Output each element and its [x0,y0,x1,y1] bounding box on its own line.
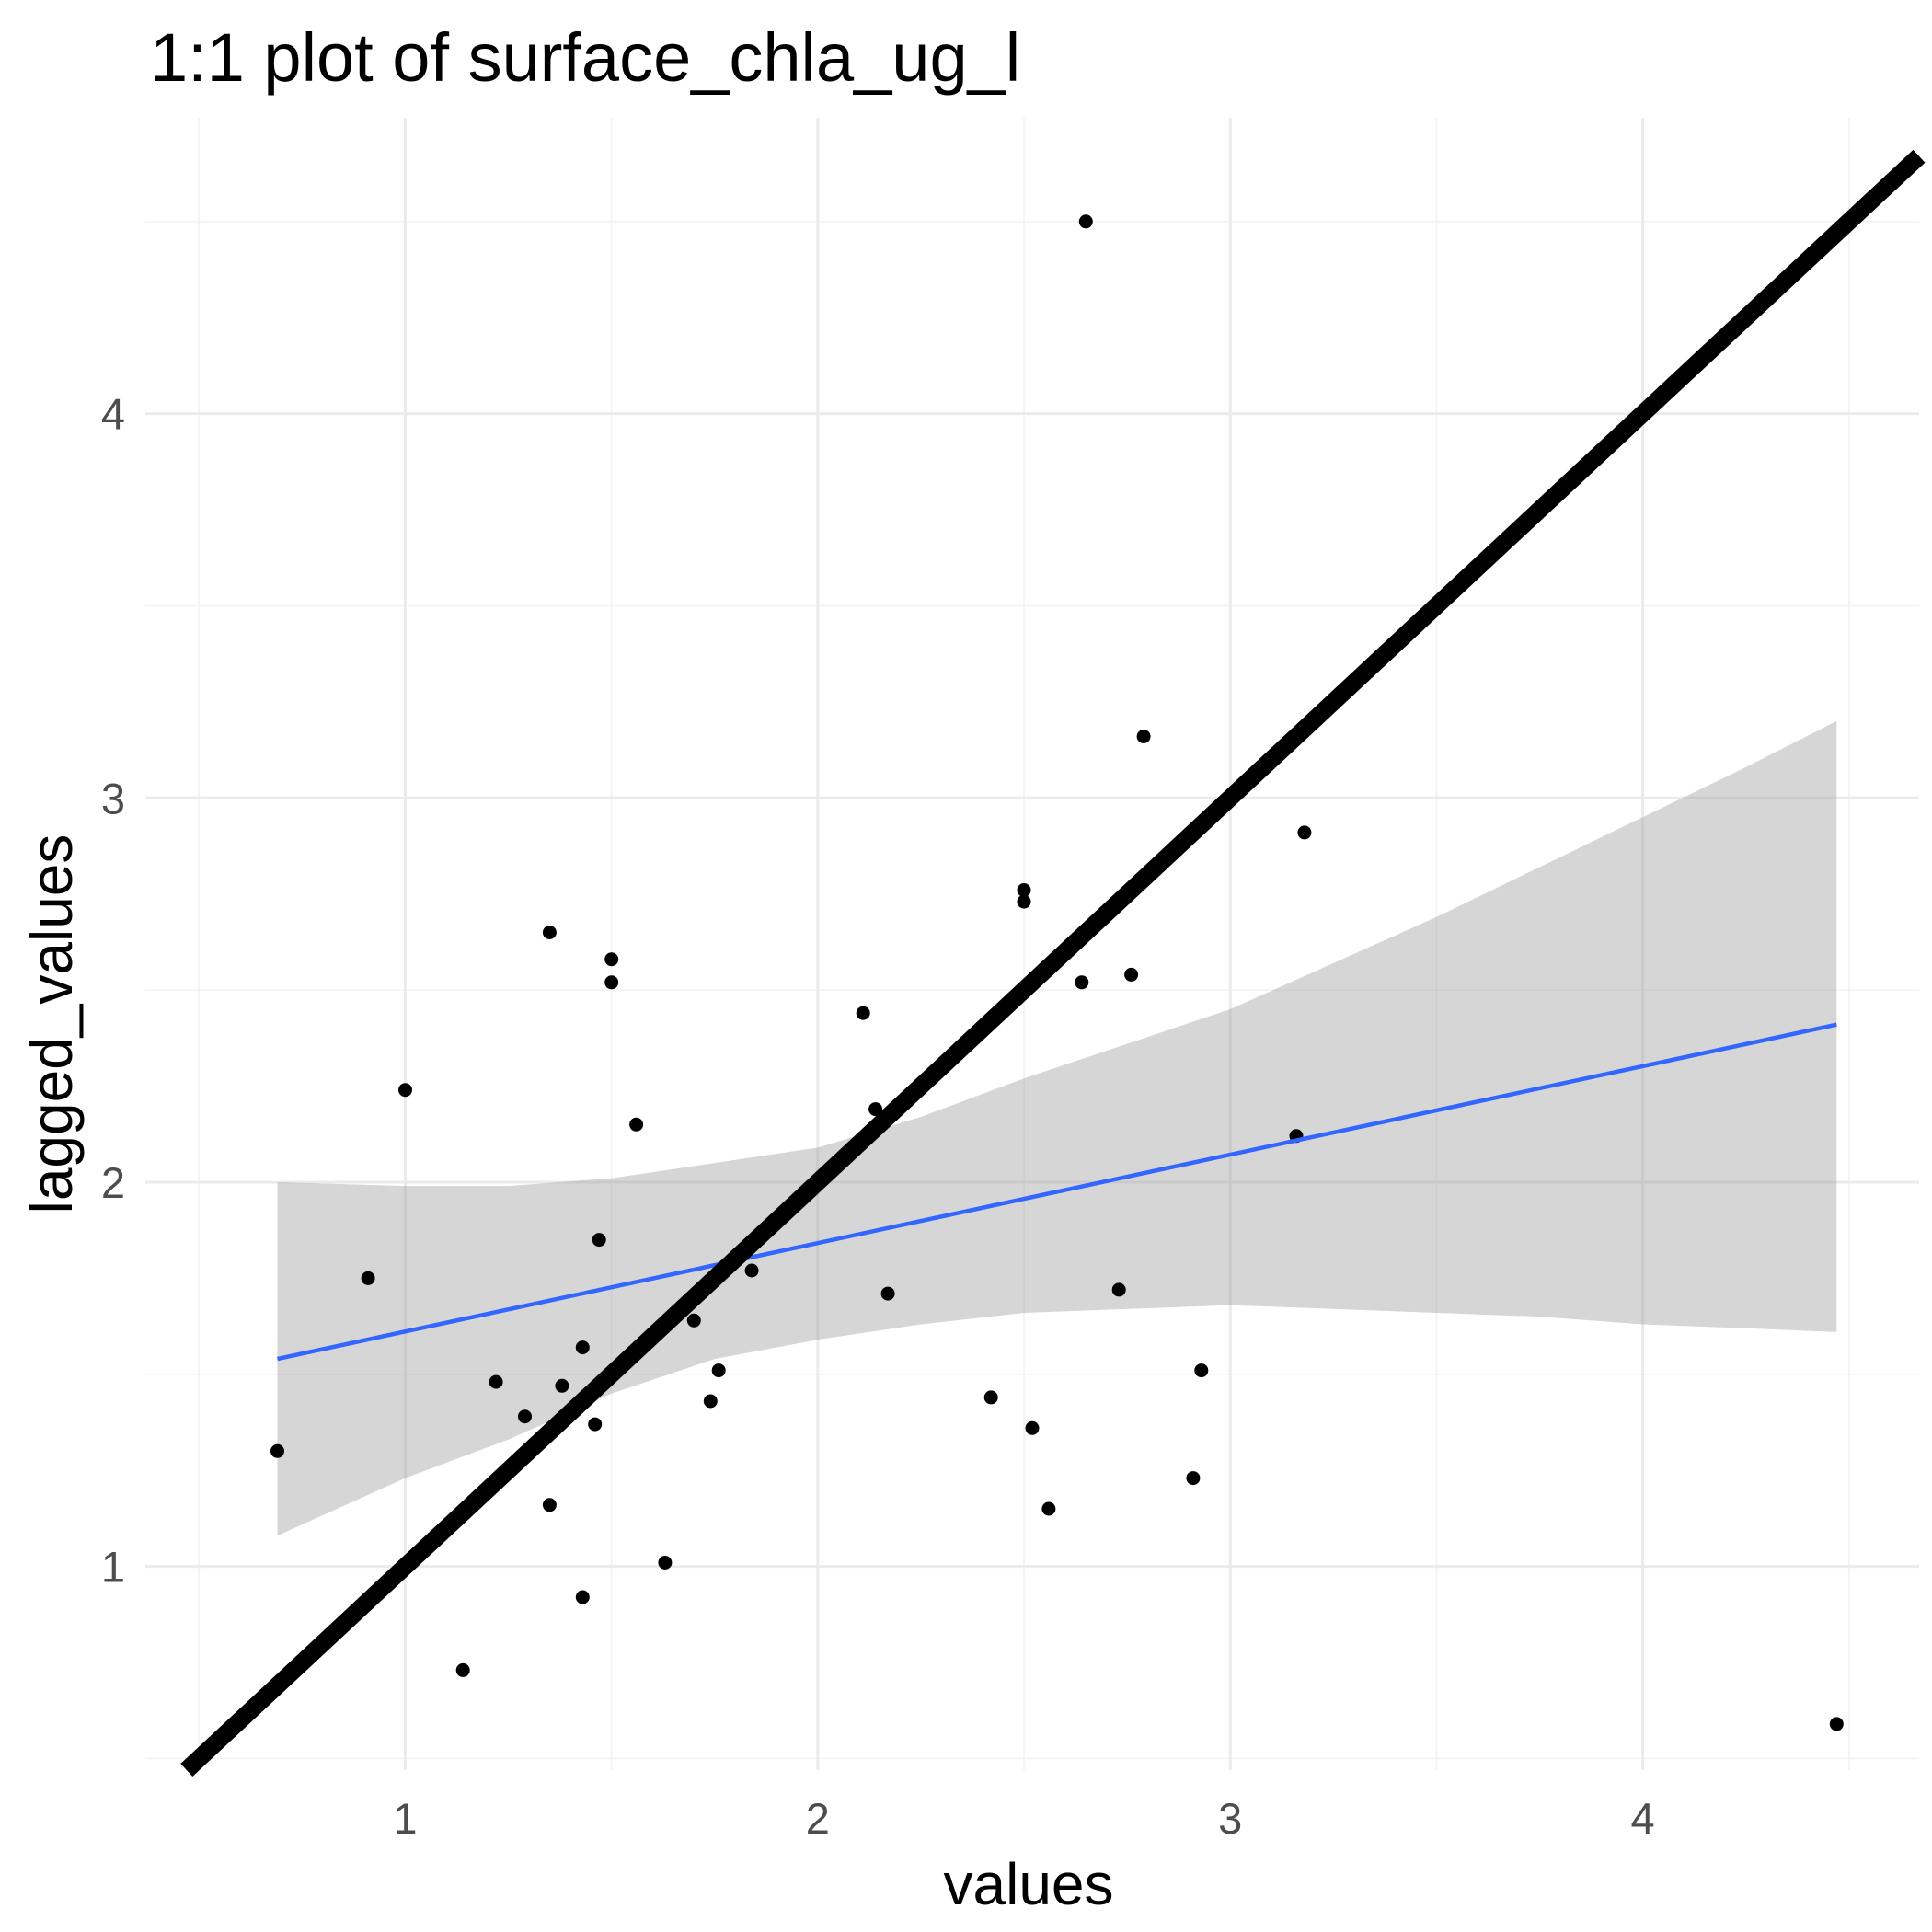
data-point [1075,975,1089,990]
data-point [1297,825,1312,840]
x-tick-label: 2 [806,1794,830,1843]
data-point [592,1233,606,1248]
data-point [542,926,557,939]
x-tick-label: 1 [393,1794,417,1843]
data-point [1078,214,1093,229]
regression-line-layer [277,1022,1837,1362]
data-point [555,1378,569,1393]
data-point [604,975,619,990]
y-tick-label: 1 [101,1543,125,1592]
data-point [629,1117,644,1132]
chart-title: 1:1 plot of surface_chla_ug_l [150,19,1020,96]
data-point [1025,1420,1040,1435]
y-axis-ticks: 1 2 3 4 [101,390,125,1592]
data-point [1194,1363,1209,1378]
y-tick-label: 2 [101,1158,125,1207]
data-point [856,1006,870,1020]
data-point [575,1590,590,1604]
data-point [1136,730,1151,743]
data-point [686,1313,701,1328]
scatter-points [270,214,1844,1731]
data-point [744,1263,759,1278]
data-point [658,1556,673,1570]
x-tick-label: 3 [1218,1794,1242,1843]
identity-line [180,149,1926,1777]
data-point [1017,894,1031,909]
x-axis-ticks: 1 2 3 4 [393,1794,1654,1843]
data-point [575,1340,590,1355]
regression-line [277,1022,1837,1362]
data-point [518,1409,532,1424]
data-point [1124,967,1139,982]
data-point [1111,1282,1126,1297]
data-point [711,1363,726,1378]
y-axis-title: lagged_values [18,834,85,1214]
data-point [361,1271,375,1285]
confidence-band-layer [277,720,1837,1536]
data-point [703,1394,718,1409]
data-point [1829,1717,1844,1731]
minor-gridlines [145,118,1919,1770]
data-point [588,1417,603,1432]
data-point [880,1286,895,1301]
data-point [868,1102,883,1117]
confidence-band [277,720,1837,1536]
data-point [1017,883,1031,897]
y-tick-label: 4 [101,390,125,439]
data-point [542,1498,557,1512]
data-point [398,1083,412,1098]
y-tick-label: 3 [101,774,125,822]
data-point [604,952,619,967]
x-tick-label: 4 [1631,1794,1655,1843]
data-point [983,1390,998,1405]
data-point [1041,1501,1056,1516]
data-point [270,1443,284,1458]
major-gridlines [145,118,1919,1770]
data-point [1186,1471,1201,1486]
data-point [489,1374,503,1389]
x-axis-title: values [944,1851,1114,1917]
data-point [455,1662,470,1677]
identity-line-layer [180,149,1926,1777]
